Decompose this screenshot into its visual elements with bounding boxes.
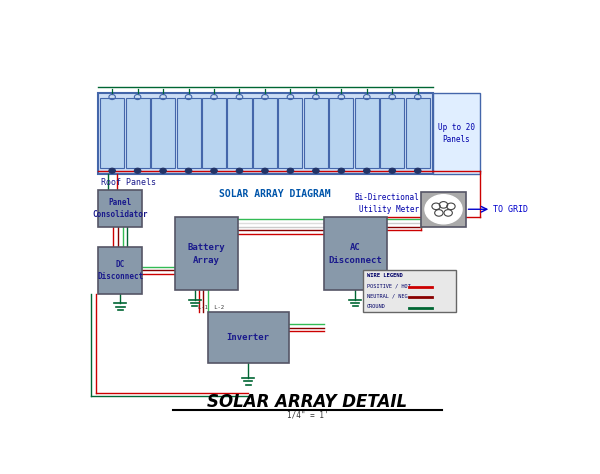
Bar <box>433 93 479 173</box>
Text: Battery
Array: Battery Array <box>188 243 225 264</box>
Text: Up to 20
Panels: Up to 20 Panels <box>438 123 475 144</box>
Circle shape <box>389 168 395 173</box>
Bar <box>324 218 386 291</box>
Circle shape <box>109 168 115 173</box>
Bar <box>98 246 142 294</box>
Circle shape <box>185 168 192 173</box>
Bar <box>380 98 404 168</box>
Text: NEUTRAL / NEG: NEUTRAL / NEG <box>367 293 407 299</box>
Circle shape <box>425 195 462 224</box>
Bar <box>125 98 149 168</box>
Circle shape <box>134 168 141 173</box>
Bar <box>421 192 466 227</box>
Text: DC
Disconnect: DC Disconnect <box>97 260 143 281</box>
Text: SOLAR ARRAY DIAGRAM: SOLAR ARRAY DIAGRAM <box>219 189 331 199</box>
Circle shape <box>287 168 293 173</box>
Text: POSITIVE / HOT: POSITIVE / HOT <box>367 283 411 288</box>
Bar <box>100 98 124 168</box>
Bar <box>227 98 251 168</box>
Bar <box>151 98 175 168</box>
Bar <box>208 312 289 364</box>
Circle shape <box>236 168 243 173</box>
Bar <box>364 270 457 312</box>
Bar <box>175 218 238 291</box>
Text: 1/4" = 1': 1/4" = 1' <box>287 411 328 420</box>
Bar <box>202 98 226 168</box>
Circle shape <box>415 168 421 173</box>
Bar <box>329 98 353 168</box>
Circle shape <box>364 168 370 173</box>
Circle shape <box>338 168 344 173</box>
Bar <box>406 98 430 168</box>
Bar <box>176 98 200 168</box>
Bar <box>355 98 379 168</box>
Text: AC
Disconnect: AC Disconnect <box>328 243 382 264</box>
Bar <box>98 190 142 227</box>
Circle shape <box>262 168 268 173</box>
Circle shape <box>313 168 319 173</box>
Text: L-1  L-2: L-1 L-2 <box>197 305 224 310</box>
Bar <box>253 98 277 168</box>
Text: SOLAR ARRAY DETAIL: SOLAR ARRAY DETAIL <box>208 393 407 411</box>
Circle shape <box>211 168 217 173</box>
Text: Roof Panels: Roof Panels <box>101 178 155 187</box>
Bar <box>304 98 328 168</box>
Text: Bi-Directional
Utility Meter: Bi-Directional Utility Meter <box>355 193 419 214</box>
Bar <box>98 93 433 173</box>
Text: TO GRID: TO GRID <box>493 205 527 214</box>
Bar <box>278 98 302 168</box>
Text: GROUND: GROUND <box>367 304 386 309</box>
Text: WIRE LEGEND: WIRE LEGEND <box>367 273 403 278</box>
Text: Inverter: Inverter <box>227 333 270 342</box>
Circle shape <box>160 168 166 173</box>
Text: Panel
Consolidator: Panel Consolidator <box>92 198 148 219</box>
